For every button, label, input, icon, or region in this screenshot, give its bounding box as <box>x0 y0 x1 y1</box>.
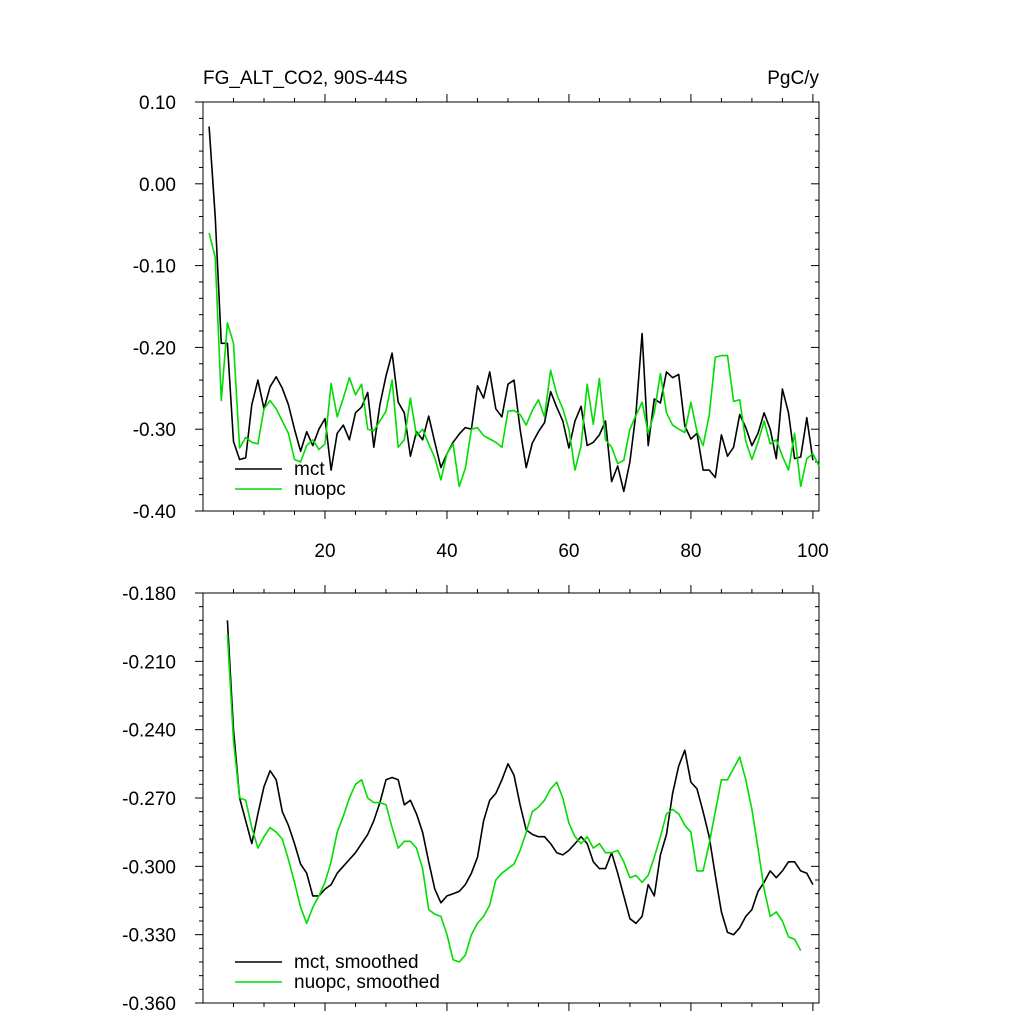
plot-frame <box>202 101 820 512</box>
x-tick-label: 40 <box>436 541 457 562</box>
legend-label: nuopc, smoothed <box>294 972 440 993</box>
panel-2: -0.180 -0.210 -0.240 -0.270 -0.300 -0.330 -0.3… <box>122 584 820 1015</box>
y-tick-label: -0.240 <box>122 721 176 742</box>
y-tick-label: -0.210 <box>122 652 176 673</box>
y-tick-label: -0.30 <box>133 420 176 441</box>
legend-label: mct, smoothed <box>294 952 419 973</box>
y-tick-label: -0.20 <box>133 338 176 359</box>
y-tick-label: -0.360 <box>122 994 176 1015</box>
y-tick-label: -0.10 <box>133 257 176 278</box>
y-tick-label: 0.00 <box>139 175 176 196</box>
panel-1: FG_ALT_CO2, 90S-44S PgC/y 0.10 0.00 -0.10 -0.… <box>133 68 829 562</box>
x-tick-label: 80 <box>680 541 701 562</box>
x-tick-label: 60 <box>558 541 579 562</box>
plot-frame <box>202 592 820 1004</box>
legend-label: mct <box>294 459 325 480</box>
y-tick-label: -0.40 <box>133 502 176 523</box>
y-tick-label: 0.10 <box>139 93 176 114</box>
x-tick-label: 20 <box>314 541 335 562</box>
x-tick-label: 100 <box>797 541 829 562</box>
series-line-nuopc <box>208 232 820 488</box>
y-tick-label: -0.270 <box>122 789 176 810</box>
chart-title: FG_ALT_CO2, 90S-44S <box>203 68 408 89</box>
series-line-mct <box>208 126 814 493</box>
legend-label: nuopc <box>294 479 346 500</box>
y-tick-label: -0.300 <box>122 857 176 878</box>
units-label: PgC/y <box>767 68 819 89</box>
y-tick-label: -0.180 <box>122 584 176 605</box>
y-tick-label: -0.330 <box>122 926 176 947</box>
series-line-nuopc <box>226 633 802 963</box>
series-line-mct <box>226 620 814 936</box>
